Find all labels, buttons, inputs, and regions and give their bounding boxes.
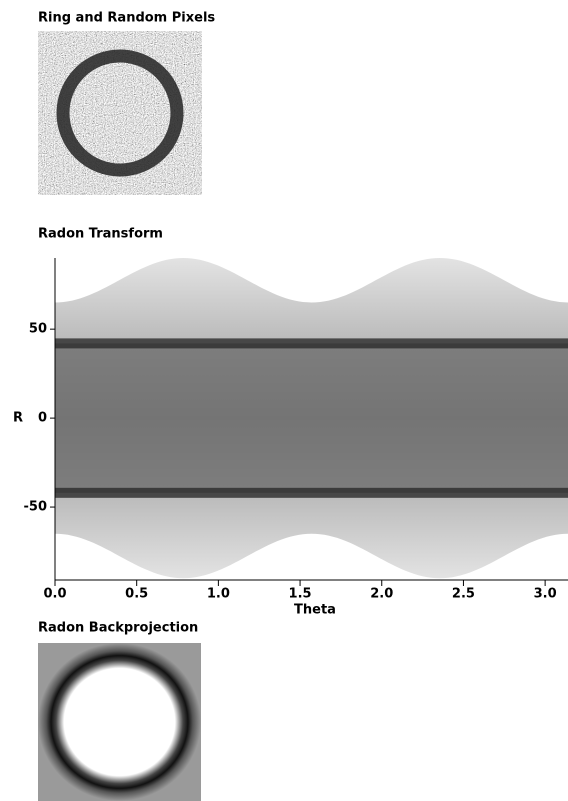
- sinogram: [55, 258, 568, 580]
- y-tick-label: -50: [24, 500, 48, 515]
- x-axis-label: Theta: [294, 603, 336, 618]
- x-tick-label: 0.5: [125, 587, 148, 602]
- x-tick-label: 3.0: [534, 587, 557, 602]
- ring-image: [38, 31, 202, 195]
- y-tick-label: 50: [29, 322, 47, 337]
- x-tick-label: 2.5: [452, 587, 475, 602]
- panel-title: Radon Backprojection: [38, 621, 198, 636]
- y-axis-label: R: [13, 411, 23, 426]
- y-tick-label: 0: [38, 411, 47, 426]
- x-tick-label: 2.0: [370, 587, 393, 602]
- x-tick-label: 1.5: [289, 587, 312, 602]
- sinogram-core: [55, 343, 568, 493]
- x-tick-label: 1.0: [207, 587, 230, 602]
- sinogram-edge: [55, 487, 568, 498]
- axes: -50 0 50 0.0 0.5 1.0 1.5 2.0 2.5 3.0 Theta R: [13, 258, 568, 618]
- panel-title: Ring and Random Pixels: [38, 11, 215, 26]
- sinogram-edge: [55, 338, 568, 349]
- backprojection-image: [38, 643, 201, 801]
- x-tick-label: 0.0: [43, 587, 66, 602]
- panel-title: Radon Transform: [38, 227, 163, 242]
